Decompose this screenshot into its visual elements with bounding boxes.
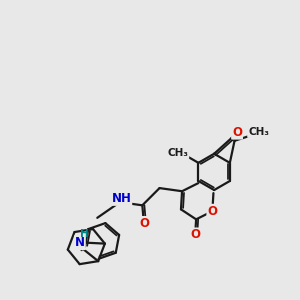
Text: O: O	[190, 229, 200, 242]
Text: H: H	[80, 229, 88, 239]
Text: N: N	[75, 236, 85, 249]
Text: O: O	[232, 126, 242, 139]
Text: O: O	[139, 217, 149, 230]
Text: CH₃: CH₃	[248, 127, 269, 137]
Text: CH₃: CH₃	[167, 148, 188, 158]
Text: NH: NH	[111, 192, 131, 205]
Text: O: O	[207, 205, 218, 218]
